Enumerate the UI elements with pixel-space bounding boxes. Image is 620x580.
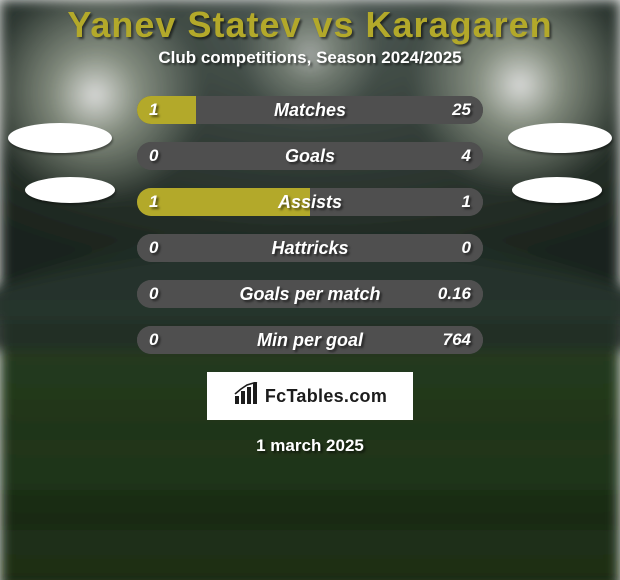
bar-track: 0 4 Goals <box>137 142 483 170</box>
stat-right-value: 0.16 <box>438 280 471 308</box>
bar-track: 0 0 Hattricks <box>137 234 483 262</box>
page-title: Yanev Statev vs Karagaren <box>0 4 620 46</box>
stat-left-value: 0 <box>149 234 158 262</box>
stat-left-value: 0 <box>149 142 158 170</box>
bar-track: 1 25 Matches <box>137 96 483 124</box>
subtitle: Club competitions, Season 2024/2025 <box>0 48 620 68</box>
bar-track: 0 764 Min per goal <box>137 326 483 354</box>
stat-left-value: 1 <box>149 96 158 124</box>
bar-fill-right <box>196 96 483 124</box>
stat-row-mpg: 0 764 Min per goal <box>0 326 620 354</box>
stat-row-matches: 1 25 Matches <box>0 96 620 124</box>
bar-fill-right <box>310 188 483 216</box>
stat-right-value: 4 <box>462 142 471 170</box>
logo-text: FcTables.com <box>265 386 387 407</box>
stat-row-hattricks: 0 0 Hattricks <box>0 234 620 262</box>
chart-icon <box>233 382 259 411</box>
stat-row-gpm: 0 0.16 Goals per match <box>0 280 620 308</box>
footer-date: 1 march 2025 <box>0 436 620 456</box>
stat-right-value: 764 <box>443 326 471 354</box>
bar-fill-right <box>137 280 483 308</box>
bar-fill-right <box>137 142 483 170</box>
stat-right-value: 1 <box>462 188 471 216</box>
stat-row-goals: 0 4 Goals <box>0 142 620 170</box>
bar-track: 1 1 Assists <box>137 188 483 216</box>
stat-left-value: 0 <box>149 280 158 308</box>
stat-row-assists: 1 1 Assists <box>0 188 620 216</box>
stat-right-value: 25 <box>452 96 471 124</box>
bar-track: 0 0.16 Goals per match <box>137 280 483 308</box>
bar-fill-left <box>137 188 310 216</box>
logo-box: FcTables.com <box>207 372 413 420</box>
stat-left-value: 1 <box>149 188 158 216</box>
stat-left-value: 0 <box>149 326 158 354</box>
bar-fill-right <box>137 234 483 262</box>
bar-fill-right <box>137 326 483 354</box>
bar-fill-left <box>137 96 196 124</box>
stat-right-value: 0 <box>462 234 471 262</box>
stats-container: 1 25 Matches 0 4 Goals 1 1 Assists <box>0 96 620 354</box>
